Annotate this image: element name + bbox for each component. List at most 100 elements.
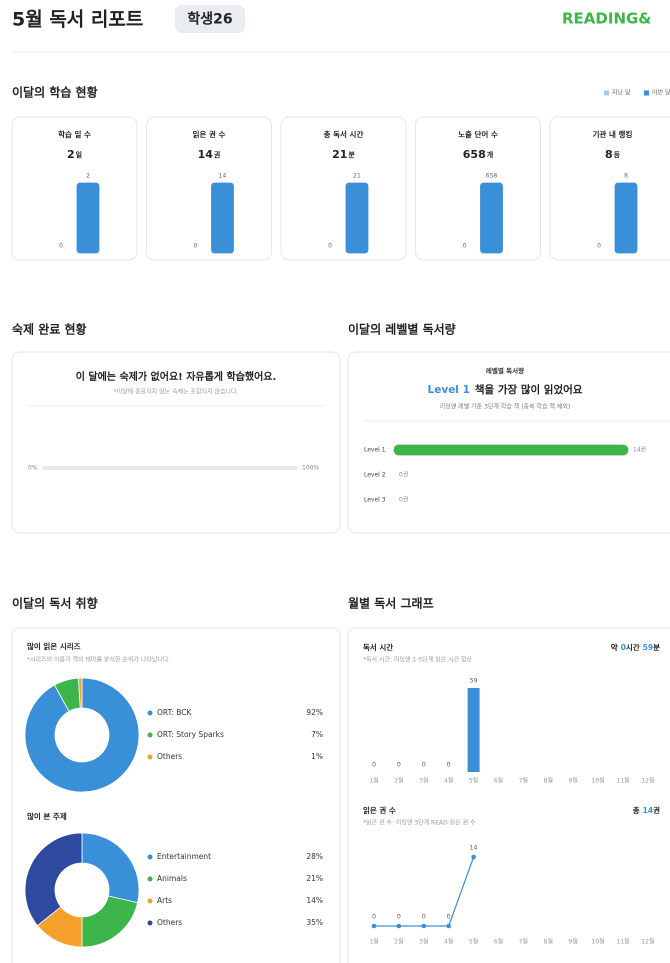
- section-title: 숙제 완료 현황: [12, 322, 87, 337]
- legend-label: Others: [157, 918, 182, 927]
- badge-bg: [175, 5, 245, 33]
- stat-label: 총 독서 시간: [324, 129, 364, 139]
- legend-dot: [147, 920, 153, 926]
- level-value: 0권: [399, 471, 408, 479]
- legend-value: 35%: [306, 918, 323, 927]
- legend-dot: [147, 710, 153, 716]
- x-tick-label: 1월: [369, 938, 378, 946]
- stat-card: [146, 116, 272, 261]
- level-bar: [393, 444, 629, 456]
- stat-number: 2: [67, 148, 75, 161]
- line-point: [446, 923, 452, 929]
- section-title: 월별 독서 그래프: [348, 596, 434, 611]
- bar-label: 658: [486, 173, 498, 180]
- stat-unit: 일: [76, 150, 82, 159]
- legend-value: 14%: [306, 896, 323, 905]
- pie-title: 많이 본 주제: [27, 811, 67, 821]
- summary-unit: 분: [653, 643, 660, 652]
- x-tick-label: 11월: [616, 777, 629, 785]
- summary: 총 14권: [633, 805, 660, 815]
- level-headline: Level 1 책을 가장 많이 읽었어요: [428, 383, 583, 396]
- stat-bar: [480, 182, 503, 254]
- legend-dot: [147, 876, 153, 882]
- level-value: 14권: [633, 446, 646, 454]
- x-tick-label: 7월: [519, 938, 528, 946]
- x-tick-label: 6월: [494, 938, 503, 946]
- legend-label: 지난 달: [612, 89, 631, 97]
- line-point: [396, 923, 402, 929]
- legend-dot: [147, 854, 153, 860]
- summary-hours: 0: [621, 643, 626, 652]
- donut-slice: [81, 832, 140, 904]
- bar-label: 8: [624, 173, 628, 180]
- bar-label: 21: [353, 173, 361, 180]
- summary-unit: 시간: [626, 642, 640, 652]
- stat-unit: 권: [214, 150, 220, 159]
- summary-minutes: 59: [643, 643, 653, 652]
- stat-card: [549, 116, 670, 261]
- donut-slice: [24, 677, 140, 793]
- level-label: Level 1: [364, 447, 386, 454]
- x-tick-label: 8월: [544, 938, 553, 946]
- bar: [467, 688, 480, 772]
- stat-bar: [211, 182, 234, 254]
- chart-title: 읽은 권 수: [363, 805, 396, 815]
- summary-total: 14: [643, 806, 653, 815]
- pie-note: *시리즈의 이름과 책의 테마를 분석한 순위가 나타납니다.: [27, 656, 170, 664]
- bar-label: 0: [447, 762, 451, 769]
- homework-card: [11, 351, 341, 534]
- pie-title: 많이 읽은 시리즈: [27, 641, 81, 651]
- section-title: 이달의 학습 현황: [12, 85, 98, 100]
- x-tick-label: 3월: [419, 938, 428, 946]
- summary-prefix: 약: [611, 642, 618, 652]
- x-tick-label: 10월: [592, 777, 605, 785]
- bar-label: 0: [397, 762, 401, 769]
- stat-number: 658: [463, 148, 486, 161]
- bar-label: 0: [194, 243, 198, 250]
- taste-card: [11, 627, 341, 963]
- legend-label: Entertainment: [157, 852, 211, 861]
- logo: READING&: [562, 10, 651, 28]
- page-title: 5월 독서 리포트: [12, 9, 143, 31]
- level-value: 0권: [399, 496, 408, 504]
- legend-label: 이번 달: [652, 89, 670, 97]
- x-tick-label: 12월: [641, 777, 654, 785]
- monthly-card: [347, 627, 670, 963]
- x-tick-label: 8월: [544, 777, 553, 785]
- legend-label: ORT: BCK: [157, 708, 192, 717]
- level-card: [347, 351, 670, 534]
- stat-card: [280, 116, 407, 261]
- legend-value: 92%: [306, 708, 323, 717]
- x-tick-label: 5월: [469, 777, 478, 785]
- headline-highlight: Level 1: [428, 384, 470, 396]
- point-label: 0: [372, 914, 376, 921]
- legend-label: Arts: [157, 896, 172, 905]
- bar-label: 0: [328, 243, 332, 250]
- badge: 학생26: [187, 12, 232, 28]
- level-card-title: 레벨별 독서량: [486, 366, 524, 375]
- section-title: 이달의 독서 취향: [12, 596, 98, 611]
- level-label: Level 2: [364, 472, 386, 479]
- legend-dot: [147, 754, 153, 760]
- summary-unit: 권: [653, 805, 660, 815]
- stat-number: 21: [332, 148, 347, 161]
- stat-label: 읽은 권 수: [193, 129, 226, 139]
- chart-note: *읽은 권 수: 리딩앤 3단계 READ 읽은 권 수: [363, 819, 476, 827]
- progress-track: [42, 466, 298, 470]
- stat-value: 2일: [67, 148, 82, 161]
- stat-label: 노출 단어 수: [458, 129, 498, 139]
- progress-min: 0%: [28, 465, 38, 472]
- summary: 약 0시간 59분: [611, 642, 660, 652]
- summary-prefix: 총: [633, 805, 640, 815]
- x-tick-label: 10월: [592, 938, 605, 946]
- headline-text: 책을 가장 많이 읽었어요: [475, 383, 583, 396]
- bar-label: 0: [463, 243, 467, 250]
- line-point: [371, 923, 377, 929]
- chart-note: *독서 시간: 리딩앤 1-5단계 읽은 시간 합산: [363, 656, 473, 664]
- legend-value: 7%: [311, 730, 323, 739]
- bar-label: 0: [59, 243, 63, 250]
- x-tick-label: 6월: [494, 777, 503, 785]
- point-label: 0: [397, 914, 401, 921]
- legend-swatch: [644, 90, 649, 96]
